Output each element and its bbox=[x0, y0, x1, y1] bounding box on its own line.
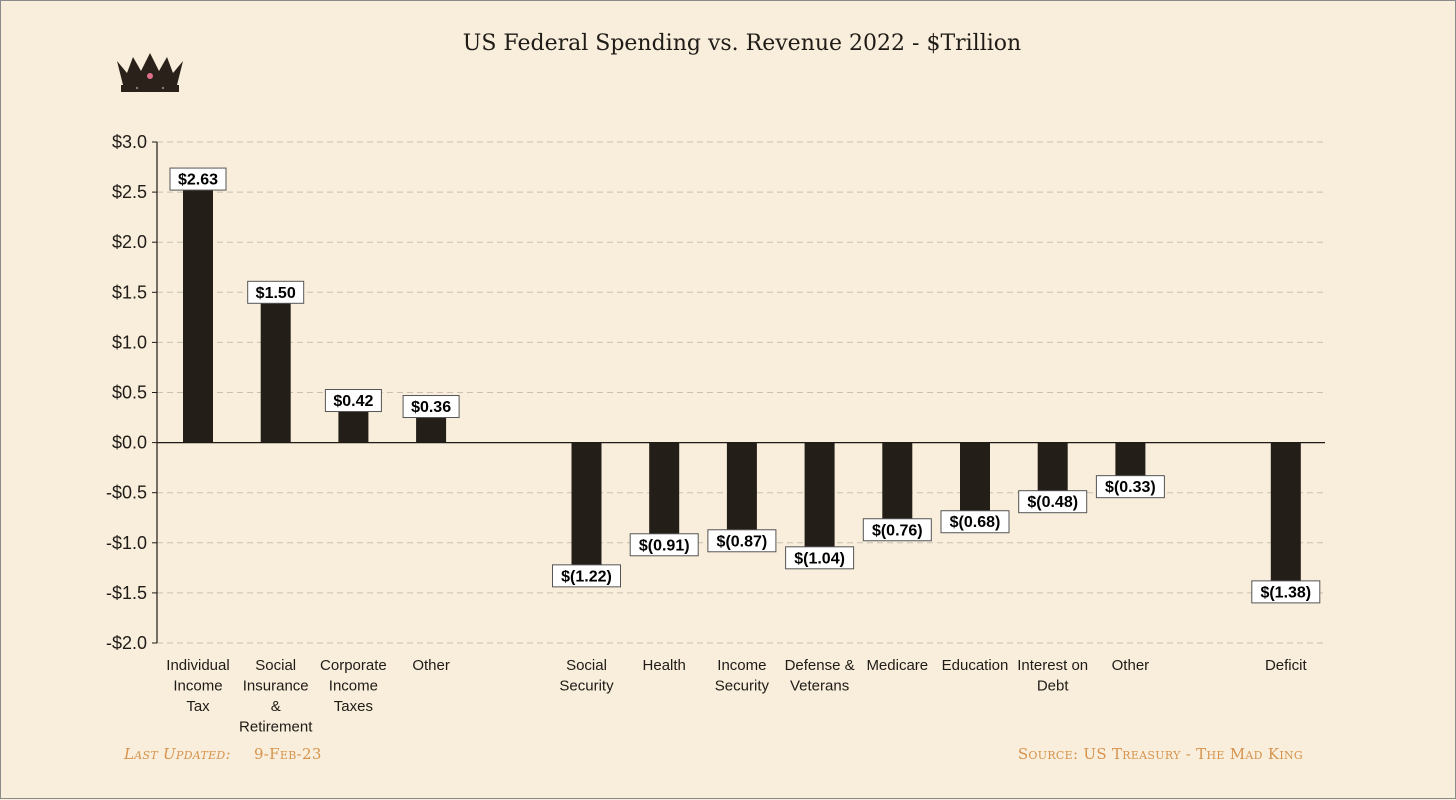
y-tick-label: -$0.5 bbox=[106, 483, 147, 503]
x-tick-label: Education bbox=[942, 657, 1009, 674]
x-tick-label: Social Insurance & Retirement bbox=[239, 657, 313, 736]
x-tick-label: Medicare bbox=[866, 657, 928, 674]
data-label-box bbox=[940, 510, 1010, 534]
x-tick-label: Other bbox=[1112, 657, 1150, 674]
data-label: $(0.76) bbox=[872, 522, 923, 539]
chart-title: US Federal Spending vs. Revenue 2022 - $… bbox=[462, 31, 1022, 56]
x-tick-label: Other bbox=[412, 657, 450, 674]
data-label: $(0.33) bbox=[1105, 479, 1156, 496]
data-label-box bbox=[169, 167, 227, 191]
x-tick-label: Defense & Veterans bbox=[785, 657, 855, 695]
x-tick-label: Health bbox=[643, 657, 686, 674]
bar bbox=[1037, 442, 1068, 491]
x-tick-label: Individual Income Tax bbox=[166, 657, 229, 715]
crown-shape bbox=[117, 53, 183, 85]
y-tick-label: $3.0 bbox=[112, 132, 147, 152]
data-label: $0.36 bbox=[411, 399, 451, 416]
data-label-box bbox=[862, 518, 932, 542]
data-label: $0.42 bbox=[333, 393, 373, 410]
bar bbox=[960, 442, 990, 511]
data-label: $(0.48) bbox=[1027, 494, 1078, 511]
crown-gem-left bbox=[135, 86, 139, 90]
data-label-box bbox=[402, 395, 460, 419]
data-label-box bbox=[785, 546, 855, 570]
data-label-box bbox=[629, 533, 699, 557]
bar bbox=[649, 442, 680, 534]
data-label-box bbox=[1251, 580, 1321, 604]
data-label-box bbox=[324, 389, 382, 413]
bar bbox=[804, 442, 835, 547]
y-tick-label: $0.0 bbox=[112, 433, 147, 453]
y-tick-label: $2.0 bbox=[112, 232, 147, 252]
x-tick-label: Interest on Debt bbox=[1017, 657, 1088, 695]
source-note: Source: US Treasury - The Mad King bbox=[1017, 745, 1303, 763]
y-tick-label: $1.5 bbox=[112, 282, 147, 302]
data-label: $(0.87) bbox=[717, 533, 768, 550]
bar bbox=[1270, 442, 1301, 581]
data-label: $(1.38) bbox=[1260, 584, 1311, 601]
data-label: $(1.22) bbox=[561, 568, 612, 585]
data-label-box bbox=[1095, 475, 1165, 499]
data-label: $(0.68) bbox=[950, 514, 1001, 531]
data-label: $(0.91) bbox=[639, 537, 690, 554]
x-tick-label: Corporate Income Taxes bbox=[320, 657, 387, 715]
y-tick-label: $0.5 bbox=[112, 383, 147, 403]
data-label: $(1.04) bbox=[794, 550, 845, 567]
x-tick-label: Income Security bbox=[715, 657, 770, 695]
y-tick-label: -$1.5 bbox=[106, 583, 147, 603]
y-tick-label: -$2.0 bbox=[106, 633, 147, 653]
data-label-box bbox=[552, 564, 621, 588]
bar bbox=[1115, 442, 1146, 476]
last-updated-value: 9-Feb-23 bbox=[253, 745, 322, 763]
y-tick-label: $2.5 bbox=[112, 182, 147, 202]
bar bbox=[882, 442, 913, 519]
last-updated: Last Updated: 9-Feb-23 bbox=[124, 745, 322, 763]
y-tick-label: -$1.0 bbox=[106, 533, 147, 553]
data-label-box bbox=[707, 529, 777, 553]
x-tick-label: Deficit bbox=[1265, 657, 1308, 674]
crown-base bbox=[121, 85, 179, 92]
crown-jewel bbox=[147, 73, 153, 79]
bar bbox=[571, 442, 602, 565]
data-label: $1.50 bbox=[256, 285, 296, 302]
crown-icon bbox=[117, 53, 183, 92]
y-tick-label: $1.0 bbox=[112, 332, 147, 352]
crown-gem-right bbox=[161, 86, 165, 90]
bar bbox=[183, 179, 213, 443]
data-label-box bbox=[247, 280, 305, 304]
data-label-box bbox=[1018, 490, 1088, 514]
last-updated-label: Last Updated: bbox=[124, 745, 231, 763]
x-tick-label: Social Security bbox=[559, 657, 614, 695]
bar bbox=[726, 442, 757, 530]
data-label: $2.63 bbox=[178, 172, 218, 189]
bar bbox=[260, 292, 291, 443]
